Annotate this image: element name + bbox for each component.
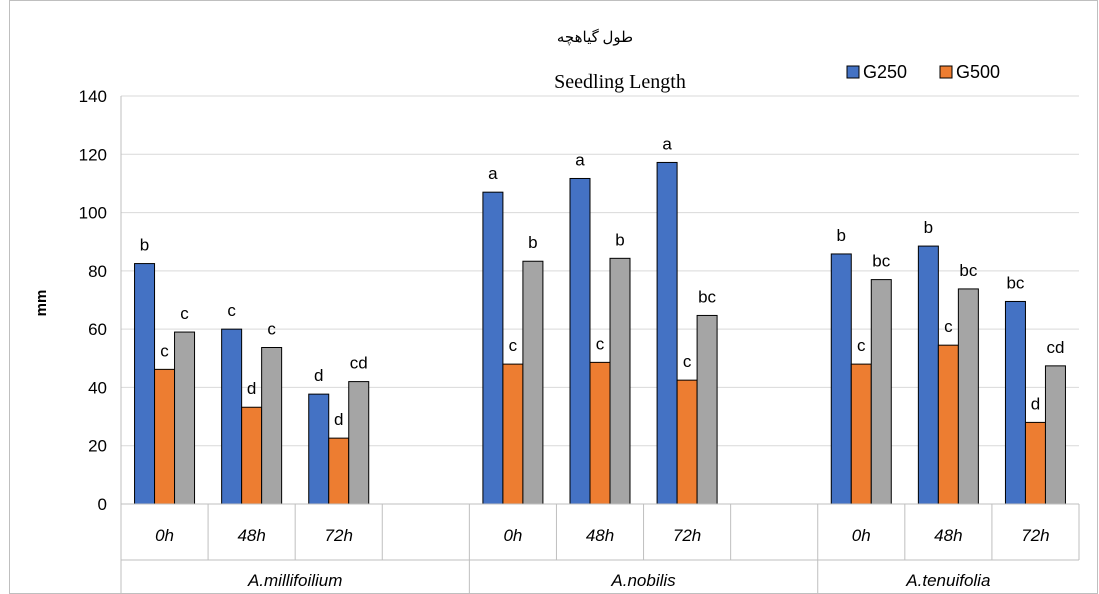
group-label: A.tenuifolia [905,571,990,590]
significance-letter: c [227,301,236,320]
legend-swatch-g250 [846,65,860,79]
y-tick-label: 120 [79,145,107,164]
x-axis: 0h 48h 72h A.millifoilium 0h 48h 72h A.nobilis 0… [120,96,1080,594]
bar [328,437,350,505]
significance-letter: c [683,352,692,371]
bar [569,177,591,505]
legend-label-g250: G250 [863,62,907,82]
y-axis-label: mm [33,290,50,317]
significance-letter: d [314,366,323,385]
bar [850,363,872,505]
bar [1004,300,1026,505]
significance-letter: bc [959,261,977,280]
significance-letter: a [575,150,585,169]
bar [656,161,678,505]
bar [174,331,196,505]
x-tick-label: 72h [325,526,353,545]
y-tick-label: 40 [88,378,107,397]
significance-letter: bc [872,252,890,271]
x-tick-label: 72h [1021,526,1049,545]
significance-letter: d [247,379,256,398]
bar [348,381,370,505]
significance-letter: cd [350,354,368,373]
x-tick-label: 48h [934,526,962,545]
y-tick-label: 100 [79,204,107,223]
significance-letter: c [160,341,169,360]
bar [609,257,631,505]
x-tick-label: 0h [852,526,871,545]
x-tick-label: 48h [237,526,265,545]
significance-letter: c [180,304,189,323]
bar [870,279,892,505]
bar [261,347,283,505]
x-tick-label: 48h [586,526,614,545]
y-tick-label: 140 [79,87,107,106]
bar [482,191,504,505]
group-label: A.nobilis [610,571,676,590]
bar [241,406,263,505]
bar [1044,365,1066,505]
significance-letter: b [140,236,149,255]
chart-title-persian: طول گیاهچه [557,28,633,46]
legend-swatch-g500 [939,65,953,79]
significance-letter: c [267,320,276,339]
bar [308,393,330,505]
y-tick-label: 20 [88,437,107,456]
significance-letter: d [334,410,343,429]
x-tick-label: 0h [155,526,174,545]
y-tick-label: 80 [88,262,107,281]
x-tick-label: 0h [503,526,522,545]
y-tick-label: 0 [98,495,107,514]
x-tick-label: 72h [673,526,701,545]
significance-letter: bc [1006,273,1024,292]
significance-letter: c [857,336,866,355]
bar [937,344,959,505]
y-tick-labels: 0 20 40 60 80 100 120 140 [79,87,107,514]
bar [696,314,718,505]
chart-title: Seedling Length [554,71,686,93]
bar [957,288,979,505]
significance-letter: c [596,334,605,353]
bar [589,361,611,505]
significance-letter: bc [698,287,716,306]
significance-letter: cd [1046,338,1064,357]
bar [522,260,544,505]
significance-letter: a [662,134,672,153]
bars [134,161,1066,505]
legend: G250 G500 [846,62,1000,82]
bar [830,253,852,505]
bar [221,328,243,505]
bar [1024,421,1046,505]
group-label: A.millifoilium [247,571,342,590]
significance-letter: b [615,230,624,249]
significance-letter: c [509,336,518,355]
bar [676,379,698,505]
bar [134,263,156,505]
significance-letter: b [528,233,537,252]
significance-letter: c [944,317,953,336]
significance-letter: b [924,218,933,237]
significance-letter: b [837,226,846,245]
bar [154,368,176,505]
significance-letter: d [1031,394,1040,413]
y-tick-label: 60 [88,320,107,339]
bar [917,245,939,505]
bar [502,363,524,505]
legend-label-g500: G500 [956,62,1000,82]
significance-letter: a [488,164,498,183]
